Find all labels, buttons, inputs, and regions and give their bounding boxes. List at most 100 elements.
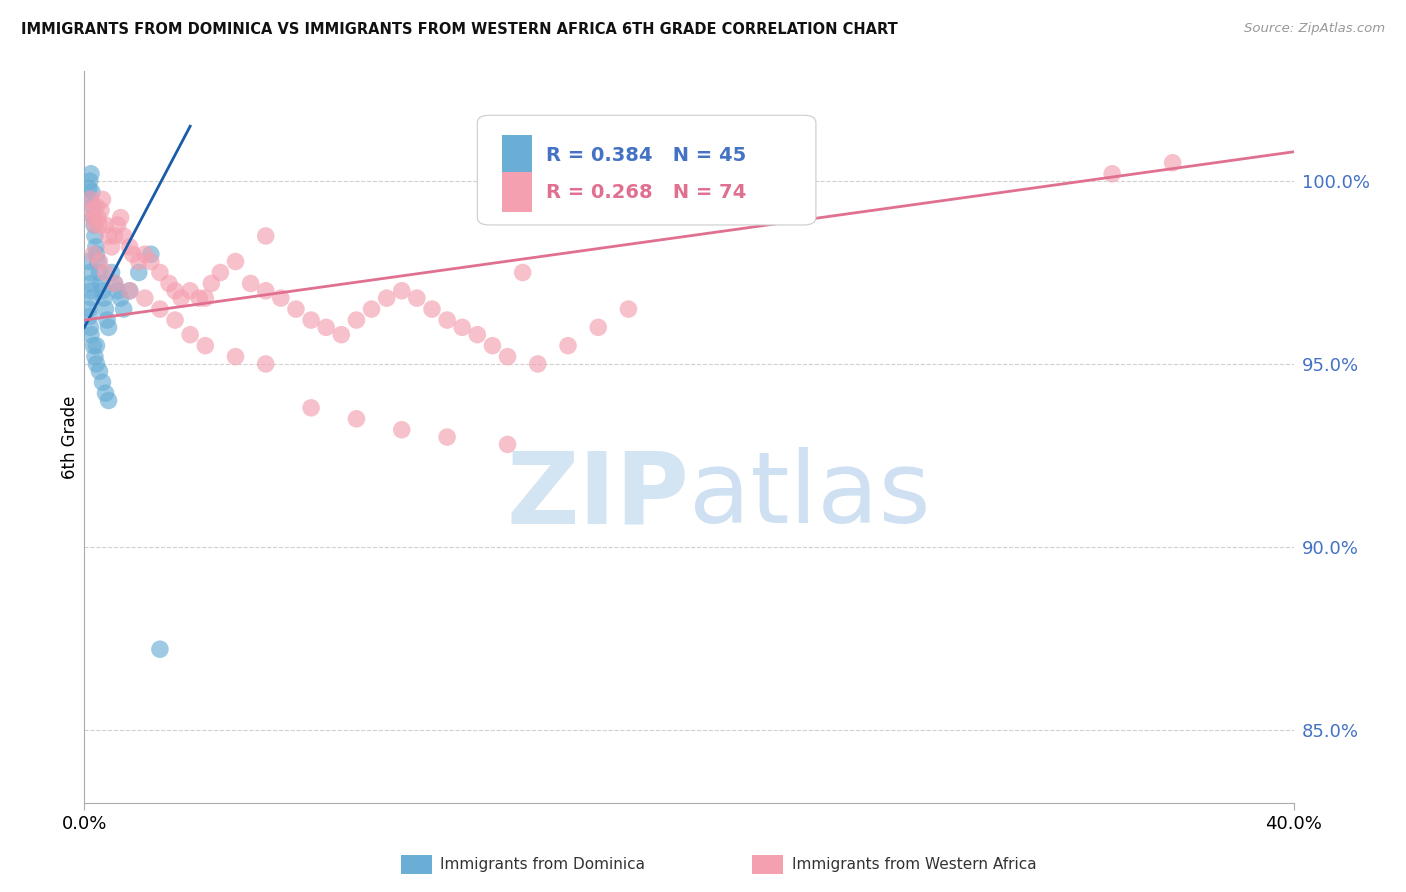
Point [82,200,104,214]
Text: Immigrants from Dominica: Immigrants from Dominica [440,857,645,871]
Point [82,339,104,353]
Text: atlas: atlas [689,447,931,544]
Point [86,357,108,371]
Point [82,211,104,225]
Point [89,266,111,280]
Point [209,266,232,280]
Point [84,240,107,254]
Point [315,320,337,334]
Point [91,193,114,207]
Point [436,430,458,444]
Point [170,291,193,305]
Point [188,291,211,305]
Y-axis label: 6th Grade: 6th Grade [60,395,79,479]
Point [94,218,117,232]
Point [77,181,100,195]
Point [79,174,101,188]
Point [299,313,322,327]
Point [436,313,458,327]
Point [139,254,162,268]
Point [89,218,111,232]
Point [87,211,110,225]
Point [254,284,277,298]
Point [149,302,172,317]
Point [84,218,107,232]
Point [77,254,100,268]
Point [391,423,413,437]
Point [165,284,187,298]
Point [82,247,104,261]
Point [179,327,201,342]
Point [346,412,368,426]
Point [149,642,172,657]
Point [406,291,429,305]
Point [139,247,162,261]
Text: IMMIGRANTS FROM DOMINICA VS IMMIGRANTS FROM WESTERN AFRICA 6TH GRADE CORRELATION: IMMIGRANTS FROM DOMINICA VS IMMIGRANTS F… [21,22,898,37]
Point [588,320,610,334]
Point [149,266,172,280]
Point [496,437,519,451]
Point [100,266,122,280]
Point [100,240,122,254]
Text: R = 0.384   N = 45: R = 0.384 N = 45 [547,146,747,165]
Point [270,291,292,305]
Point [83,218,105,232]
Point [107,284,129,298]
Point [110,291,132,305]
Point [157,277,180,291]
Point [254,357,277,371]
Point [91,284,114,298]
Point [94,266,117,280]
Point [82,211,104,225]
Point [110,211,132,225]
Point [97,320,120,334]
Point [1101,167,1123,181]
Point [107,218,129,232]
Point [104,277,127,291]
Text: Immigrants from Western Africa: Immigrants from Western Africa [792,857,1036,871]
Point [346,313,368,327]
FancyBboxPatch shape [478,115,815,225]
Point [165,313,187,327]
Point [112,302,135,317]
Point [94,386,117,401]
Point [80,203,103,218]
Point [128,266,150,280]
Point [194,291,217,305]
Point [121,247,143,261]
Point [104,229,127,244]
Point [481,339,503,353]
Point [112,229,135,244]
Point [557,339,579,353]
Text: Source: ZipAtlas.com: Source: ZipAtlas.com [1244,22,1385,36]
Point [97,393,120,408]
Point [80,284,103,298]
Point [86,339,108,353]
Point [225,254,247,268]
Point [79,193,101,207]
Point [527,357,550,371]
Point [93,291,115,305]
Text: R = 0.268   N = 74: R = 0.268 N = 74 [547,183,747,202]
Point [118,284,141,298]
Point [104,277,127,291]
Point [96,313,118,327]
Point [512,266,534,280]
Point [90,277,112,291]
Point [225,350,247,364]
Point [80,167,103,181]
Point [118,240,141,254]
Point [375,291,398,305]
Point [79,266,101,280]
Point [80,185,103,199]
Bar [502,136,531,176]
Point [97,229,120,244]
Point [118,284,141,298]
Point [330,327,353,342]
Point [94,302,117,317]
Point [86,200,108,214]
Point [80,291,103,305]
Point [451,320,474,334]
Point [496,350,519,364]
Point [80,327,103,342]
